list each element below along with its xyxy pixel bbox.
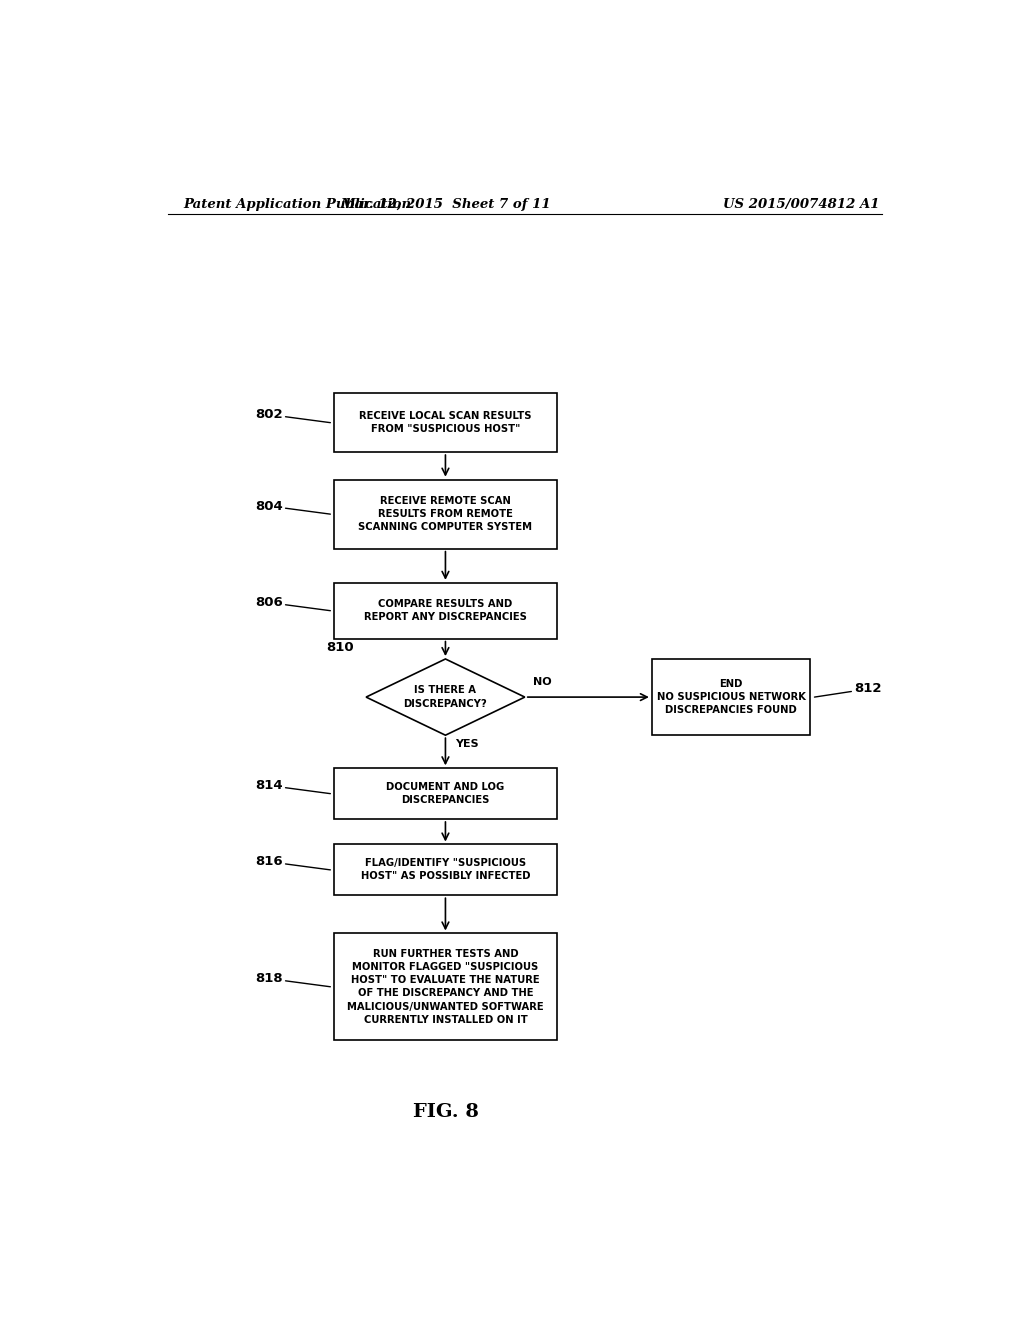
Text: END
NO SUSPICIOUS NETWORK
DISCREPANCIES FOUND: END NO SUSPICIOUS NETWORK DISCREPANCIES …	[656, 678, 806, 715]
Text: 802: 802	[255, 408, 331, 422]
FancyBboxPatch shape	[334, 582, 557, 639]
Text: RECEIVE REMOTE SCAN
RESULTS FROM REMOTE
SCANNING COMPUTER SYSTEM: RECEIVE REMOTE SCAN RESULTS FROM REMOTE …	[358, 496, 532, 532]
FancyBboxPatch shape	[334, 933, 557, 1040]
Text: 812: 812	[814, 682, 882, 697]
Text: NO: NO	[532, 677, 551, 686]
Text: 810: 810	[327, 642, 354, 653]
Text: DOCUMENT AND LOG
DISCREPANCIES: DOCUMENT AND LOG DISCREPANCIES	[386, 781, 505, 805]
Polygon shape	[367, 659, 524, 735]
Text: YES: YES	[455, 739, 478, 750]
FancyBboxPatch shape	[334, 768, 557, 818]
Text: FIG. 8: FIG. 8	[413, 1102, 478, 1121]
Text: RUN FURTHER TESTS AND
MONITOR FLAGGED "SUSPICIOUS
HOST" TO EVALUATE THE NATURE
O: RUN FURTHER TESTS AND MONITOR FLAGGED "S…	[347, 949, 544, 1024]
Text: US 2015/0074812 A1: US 2015/0074812 A1	[723, 198, 880, 211]
Text: FLAG/IDENTIFY "SUSPICIOUS
HOST" AS POSSIBLY INFECTED: FLAG/IDENTIFY "SUSPICIOUS HOST" AS POSSI…	[360, 858, 530, 882]
Text: 816: 816	[255, 855, 331, 870]
FancyBboxPatch shape	[652, 659, 811, 735]
Text: 818: 818	[255, 972, 331, 987]
FancyBboxPatch shape	[334, 479, 557, 549]
Text: Mar. 12, 2015  Sheet 7 of 11: Mar. 12, 2015 Sheet 7 of 11	[340, 198, 551, 211]
FancyBboxPatch shape	[334, 393, 557, 453]
Text: COMPARE RESULTS AND
REPORT ANY DISCREPANCIES: COMPARE RESULTS AND REPORT ANY DISCREPAN…	[364, 599, 527, 622]
Text: Patent Application Publication: Patent Application Publication	[183, 198, 412, 211]
Text: IS THERE A
DISCREPANCY?: IS THERE A DISCREPANCY?	[403, 685, 487, 709]
FancyBboxPatch shape	[334, 845, 557, 895]
Text: 804: 804	[255, 499, 331, 515]
Text: RECEIVE LOCAL SCAN RESULTS
FROM "SUSPICIOUS HOST": RECEIVE LOCAL SCAN RESULTS FROM "SUSPICI…	[359, 411, 531, 434]
Text: 814: 814	[255, 779, 331, 793]
Text: 806: 806	[255, 597, 331, 611]
